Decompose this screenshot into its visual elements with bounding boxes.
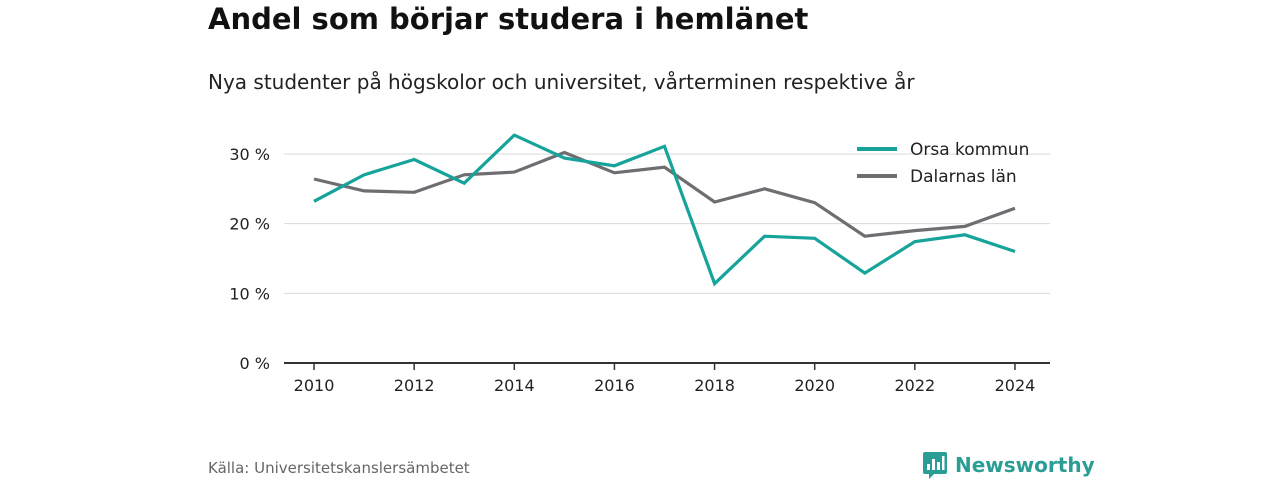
chart-title: Andel som börjar studera i hemlänet [208,2,809,36]
x-tick-label: 2012 [394,376,435,395]
x-tick-label: 2014 [494,376,535,395]
bar-chart-speech-bubble-icon [923,452,947,479]
series-line-orsa-kommun [313,133,1016,287]
y-axis: 0 % 10 % 20 % 30 % [229,145,270,373]
y-tick-label: 20 % [229,215,270,234]
legend-label: Dalarnas län [910,167,1017,187]
legend-label: Orsa kommun [910,140,1029,160]
series-lines [313,133,1016,287]
series-line-dalarnas-lan [313,150,1016,238]
y-tick-label: 10 % [229,284,270,303]
x-tick-label: 2016 [594,376,635,395]
brand-logo[interactable]: Newsworthy [922,450,1095,480]
legend: Orsa kommun Dalarnas län [857,140,1029,187]
brand-name: Newsworthy [955,453,1095,477]
y-tick-label: 0 % [240,354,270,373]
line-chart: 0 % 10 % 20 % 30 % 2010 2012 2014 2016 2018 2020… [229,133,1050,395]
x-tick-label: 2010 [294,376,335,395]
x-axis: 2010 2012 2014 2016 2018 2020 2022 2024 [284,362,1050,395]
chart-subtitle: Nya studenter på högskolor och universit… [208,70,915,94]
x-tick-label: 2020 [794,376,835,395]
y-tick-label: 30 % [229,145,270,164]
x-tick-label: 2022 [894,376,935,395]
source-note: Källa: Universitetskanslersämbetet [208,459,470,477]
x-tick-label: 2024 [995,376,1036,395]
x-tick-label: 2018 [694,376,735,395]
